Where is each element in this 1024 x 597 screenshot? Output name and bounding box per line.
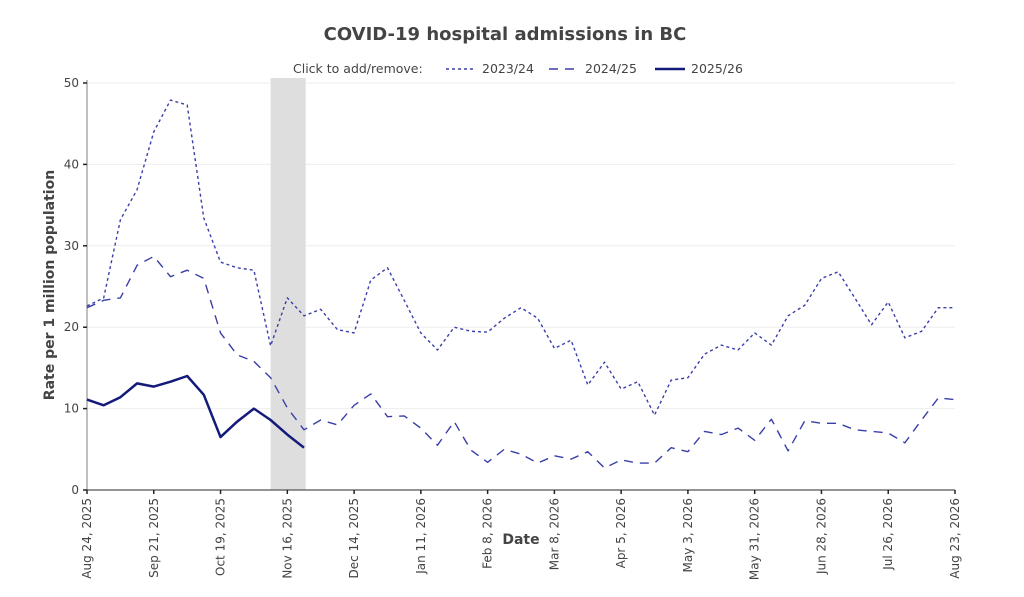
x-tick-label: May 31, 2026 <box>748 498 762 580</box>
x-tick-label: Oct 19, 2025 <box>214 498 228 576</box>
x-tick-label: Dec 14, 2025 <box>347 498 361 578</box>
current-week-highlight <box>270 78 306 490</box>
series-line-2024-25 <box>86 255 956 469</box>
legend-prompt: Click to add/remove: <box>293 61 423 76</box>
series-line-2025-26 <box>86 374 305 449</box>
x-tick-label: Jun 28, 2026 <box>814 498 828 575</box>
y-axis-title: Rate per 1 million population <box>42 170 58 400</box>
x-tick-label: Sep 21, 2025 <box>147 498 161 578</box>
y-tick-label: 50 <box>64 76 79 90</box>
legend: Click to add/remove: 2023/24 2024/25 2025/2… <box>293 61 743 76</box>
y-tick-label: 40 <box>64 157 79 171</box>
legend-label: 2023/24 <box>482 61 534 76</box>
x-tick-label: Nov 16, 2025 <box>280 498 294 579</box>
y-tick-label: 0 <box>71 483 79 497</box>
x-tick-label: May 3, 2026 <box>681 498 695 572</box>
chart-title: COVID-19 hospital admissions in BC <box>324 24 687 45</box>
y-tick-label: 30 <box>64 239 79 253</box>
series-line-2023-24 <box>86 99 955 416</box>
x-axis-title: Date <box>502 532 539 548</box>
x-tick-label: Apr 5, 2026 <box>614 498 628 568</box>
x-tick-label: Aug 23, 2026 <box>948 498 962 579</box>
x-tick-label: Mar 8, 2026 <box>547 498 561 570</box>
axes: 0 10 20 30 40 50 Aug 24, 2025 Sep 21, 2025 Oct 1… <box>64 76 962 580</box>
legend-item-2023-24[interactable]: 2023/24 <box>446 61 534 76</box>
x-tick-label: Aug 24, 2025 <box>80 498 94 579</box>
legend-label: 2025/26 <box>691 61 743 76</box>
gridlines <box>87 82 955 410</box>
legend-item-2025-26[interactable]: 2025/26 <box>655 61 743 76</box>
y-tick-label: 10 <box>64 402 79 416</box>
legend-label: 2024/25 <box>585 61 637 76</box>
x-tick-label: Feb 8, 2026 <box>481 498 495 569</box>
x-tick-label: Jul 26, 2026 <box>881 498 895 571</box>
series-lines <box>86 99 956 469</box>
legend-item-2024-25[interactable]: 2024/25 <box>549 61 637 76</box>
y-tick-label: 20 <box>64 320 79 334</box>
x-tick-label: Jan 11, 2026 <box>414 498 428 575</box>
